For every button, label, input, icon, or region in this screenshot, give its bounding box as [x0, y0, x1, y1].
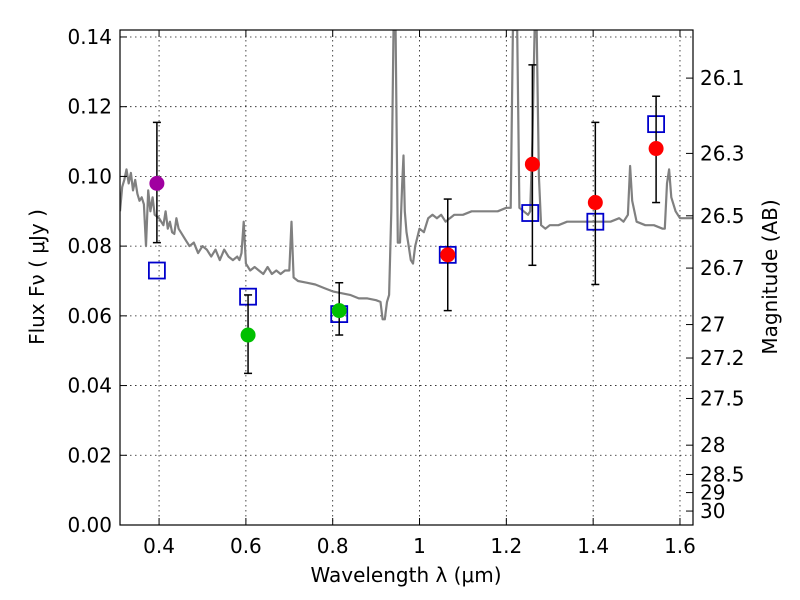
observed-photometry-point — [240, 327, 256, 343]
y2-tick-label: 27.2 — [700, 346, 745, 370]
observed-photometry-point — [648, 141, 664, 157]
observed-photometry-point — [331, 303, 347, 319]
y2-tick-label: 26.1 — [700, 66, 745, 90]
y-tick-label: 0.04 — [67, 374, 112, 398]
y2-axis-title: Magnitude (AB) — [758, 199, 782, 354]
model-spectrum-line — [120, 30, 693, 321]
y-tick-label: 0.02 — [67, 443, 112, 467]
y-tick-label: 0.00 — [67, 513, 112, 537]
plot-area — [120, 30, 693, 375]
y-tick-label: 0.12 — [67, 95, 112, 119]
observed-photometry-point — [524, 156, 540, 172]
observed-photometry-point — [440, 247, 456, 263]
y2-tick-label: 30 — [700, 499, 725, 523]
y-tick-label: 0.06 — [67, 304, 112, 328]
x-tick-label: 0.4 — [143, 534, 175, 558]
y-axis-title: Flux Fν ( μJy ) — [25, 209, 49, 345]
observed-photometry-point — [587, 195, 603, 211]
y-tick-label: 0.08 — [67, 234, 112, 258]
y2-tick-label: 26.3 — [700, 141, 745, 165]
observed-photometry-point — [149, 175, 165, 191]
x-tick-label: 1.2 — [490, 534, 522, 558]
model-photometry-square — [147, 261, 166, 280]
y2-tick-label: 28 — [700, 433, 725, 457]
y2-tick-label: 26.5 — [700, 204, 745, 228]
model-photometry-square — [521, 204, 540, 222]
x-tick-label: 1.6 — [664, 534, 696, 558]
y2-tick-label: 29 — [700, 481, 725, 505]
y2-tick-label: 28.5 — [700, 462, 745, 486]
y-tick-label: 0.10 — [67, 164, 112, 188]
y-tick-label: 0.14 — [67, 25, 112, 49]
y2-tick-label: 26.7 — [700, 256, 745, 280]
y2-tick-label: 27.5 — [700, 386, 745, 410]
x-axis-title: Wavelength λ (μm) — [310, 563, 501, 587]
y2-tick-label: 27 — [700, 313, 725, 337]
x-tick-label: 1.4 — [577, 534, 609, 558]
x-tick-label: 0.8 — [317, 534, 349, 558]
plot-frame — [119, 29, 694, 526]
x-tick-label: 1 — [413, 534, 426, 558]
axes: 0.4 0.6 0.8 1 1.2 1.4 1.6 0.00 0.02 0.04 0.06 0.08 0… — [67, 25, 744, 558]
x-tick-label: 0.6 — [230, 534, 262, 558]
